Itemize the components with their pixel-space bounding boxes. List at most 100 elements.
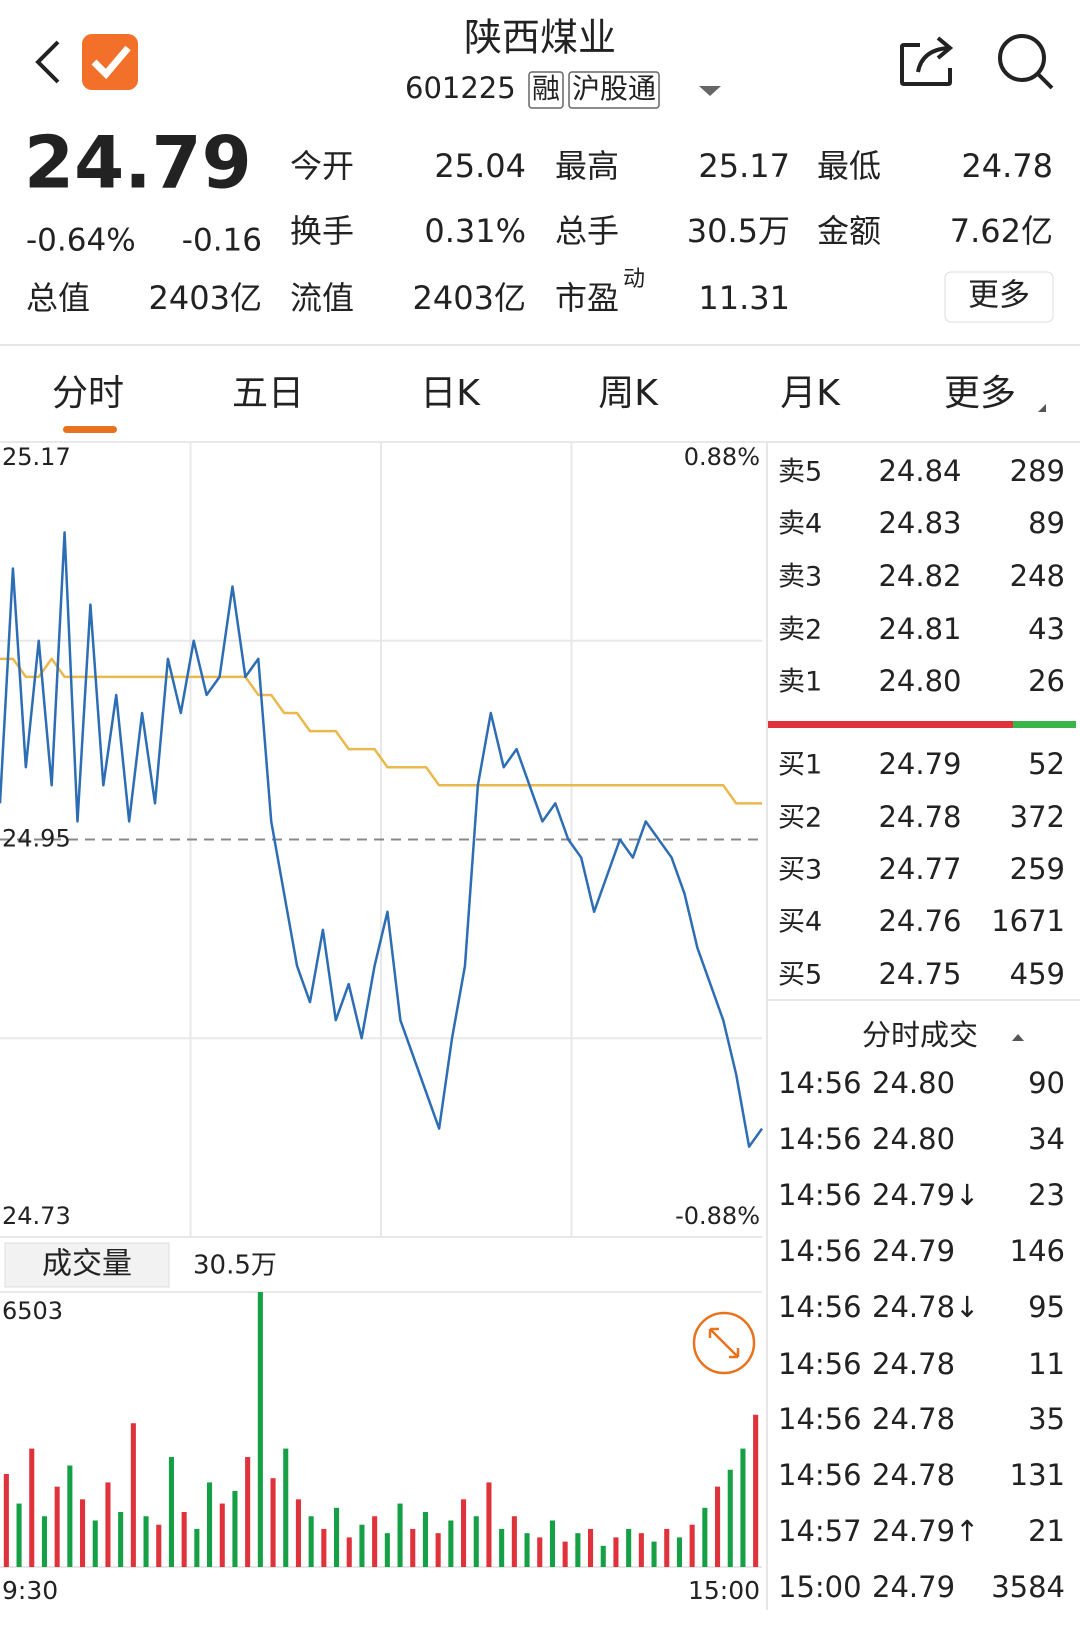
volume-tab[interactable] (4, 1242, 170, 1288)
trade-price: 24.79 (872, 1234, 955, 1268)
volume-bar (486, 1482, 492, 1567)
volume-bar (524, 1533, 530, 1567)
order-price: 24.81 (878, 612, 961, 646)
tag-border (528, 71, 564, 109)
volume-bar (156, 1524, 162, 1567)
stat-label: 流值 (290, 279, 354, 317)
trade-time: 15:00 (778, 1570, 862, 1604)
stat-value: 0.31% (424, 212, 526, 250)
y-tick-label: 6503 (2, 1297, 63, 1325)
logo-check (91, 45, 131, 80)
volume-bar (219, 1503, 225, 1567)
more-arrow (1038, 404, 1046, 412)
volume-bar (29, 1448, 35, 1567)
trade-volume: 23 (1028, 1178, 1065, 1212)
tab[interactable]: 分时 (52, 373, 124, 414)
volume-bar (626, 1528, 632, 1567)
volume-bar (588, 1528, 594, 1567)
volume-bar (3, 1473, 9, 1567)
app-logo[interactable] (82, 34, 138, 90)
volume-bar (105, 1482, 111, 1567)
order-price: 24.78 (878, 800, 961, 834)
order-volume: 248 (1010, 559, 1065, 593)
price-line (0, 531, 764, 1148)
tag: 沪股通 (572, 72, 656, 105)
price: 24.79 (24, 121, 252, 205)
trade-price: 24.78 (872, 1458, 955, 1492)
trades-title: 分时成交 (862, 1018, 978, 1052)
volume-bar (549, 1520, 555, 1567)
order-volume: 26 (1028, 664, 1065, 698)
share-button[interactable] (900, 36, 954, 86)
volume-bar (270, 1478, 276, 1567)
stat-value: 2403亿 (413, 279, 526, 317)
volume-bar (143, 1516, 149, 1567)
order-price: 24.80 (878, 664, 961, 698)
trade-volume: 3584 (991, 1570, 1065, 1604)
trade-time: 14:56 (778, 1234, 862, 1268)
stat-label: 最低 (817, 147, 881, 185)
order-price: 24.83 (878, 506, 961, 540)
volume-bar (600, 1545, 606, 1567)
stat-value: 25.17 (698, 147, 790, 185)
back-button[interactable] (35, 40, 60, 84)
volume-bar (676, 1537, 682, 1567)
more-button-label: 更多 (968, 278, 1030, 314)
stat-value: 24.78 (961, 147, 1053, 185)
volume-bar (283, 1448, 289, 1567)
trade-price: 24.78 (872, 1402, 955, 1436)
order-price: 24.79 (878, 747, 961, 781)
order-label: 买5 (778, 960, 822, 991)
trade-price: 24.79 (872, 1570, 955, 1604)
order-price: 24.82 (878, 559, 961, 593)
trade-time: 14:56 (778, 1178, 862, 1212)
tab[interactable]: 日K (420, 373, 481, 414)
trade-time: 14:56 (778, 1122, 862, 1156)
volume-bar (689, 1524, 695, 1567)
order-volume: 1671 (991, 904, 1065, 938)
volume-bar (740, 1448, 746, 1567)
y-tick-label: 24.73 (2, 1202, 71, 1230)
volume-bar (537, 1537, 543, 1567)
order-price: 24.84 (878, 454, 961, 488)
order-label: 买2 (778, 803, 822, 834)
tab[interactable]: 月K (780, 373, 841, 414)
order-volume: 459 (1010, 957, 1065, 991)
more-button[interactable] (944, 271, 1054, 323)
volume-bar (232, 1490, 238, 1567)
volume-bar (448, 1520, 454, 1567)
order-volume: 52 (1028, 747, 1065, 781)
order-volume: 372 (1010, 800, 1065, 834)
volume-bar (80, 1499, 86, 1567)
stock-code: 601225 (405, 71, 516, 105)
trade-price: 24.80 (872, 1122, 955, 1156)
tab[interactable]: 更多 (944, 373, 1016, 414)
ask-bid-ratio-red (768, 721, 1013, 728)
order-label: 卖2 (778, 615, 822, 646)
trade-price: 24.78 (872, 1347, 955, 1381)
order-price: 24.75 (878, 957, 961, 991)
volume-bar (715, 1486, 721, 1567)
volume-bar (511, 1516, 517, 1567)
collapse-arrow[interactable] (1012, 1034, 1024, 1041)
stat-label: 总手 (555, 212, 619, 250)
order-label: 卖3 (778, 562, 822, 593)
tab[interactable]: 周K (598, 373, 659, 414)
expand-button[interactable] (692, 1311, 756, 1375)
volume-bar (130, 1423, 136, 1567)
search-button[interactable] (998, 34, 1054, 90)
volume-bar (359, 1524, 365, 1567)
volume-bar (410, 1528, 416, 1567)
trade-volume: 11 (1028, 1347, 1065, 1381)
trade-price: 24.78↓ (872, 1290, 979, 1324)
expand-icon (708, 1327, 740, 1359)
dropdown-arrow[interactable] (699, 86, 721, 96)
stat-value: 30.5万 (687, 212, 790, 250)
trade-volume: 34 (1028, 1122, 1065, 1156)
trade-volume: 35 (1028, 1402, 1065, 1436)
y2-tick-label: -0.88% (675, 1202, 760, 1230)
tab[interactable]: 五日 (232, 373, 304, 414)
volume-bar (181, 1512, 187, 1567)
